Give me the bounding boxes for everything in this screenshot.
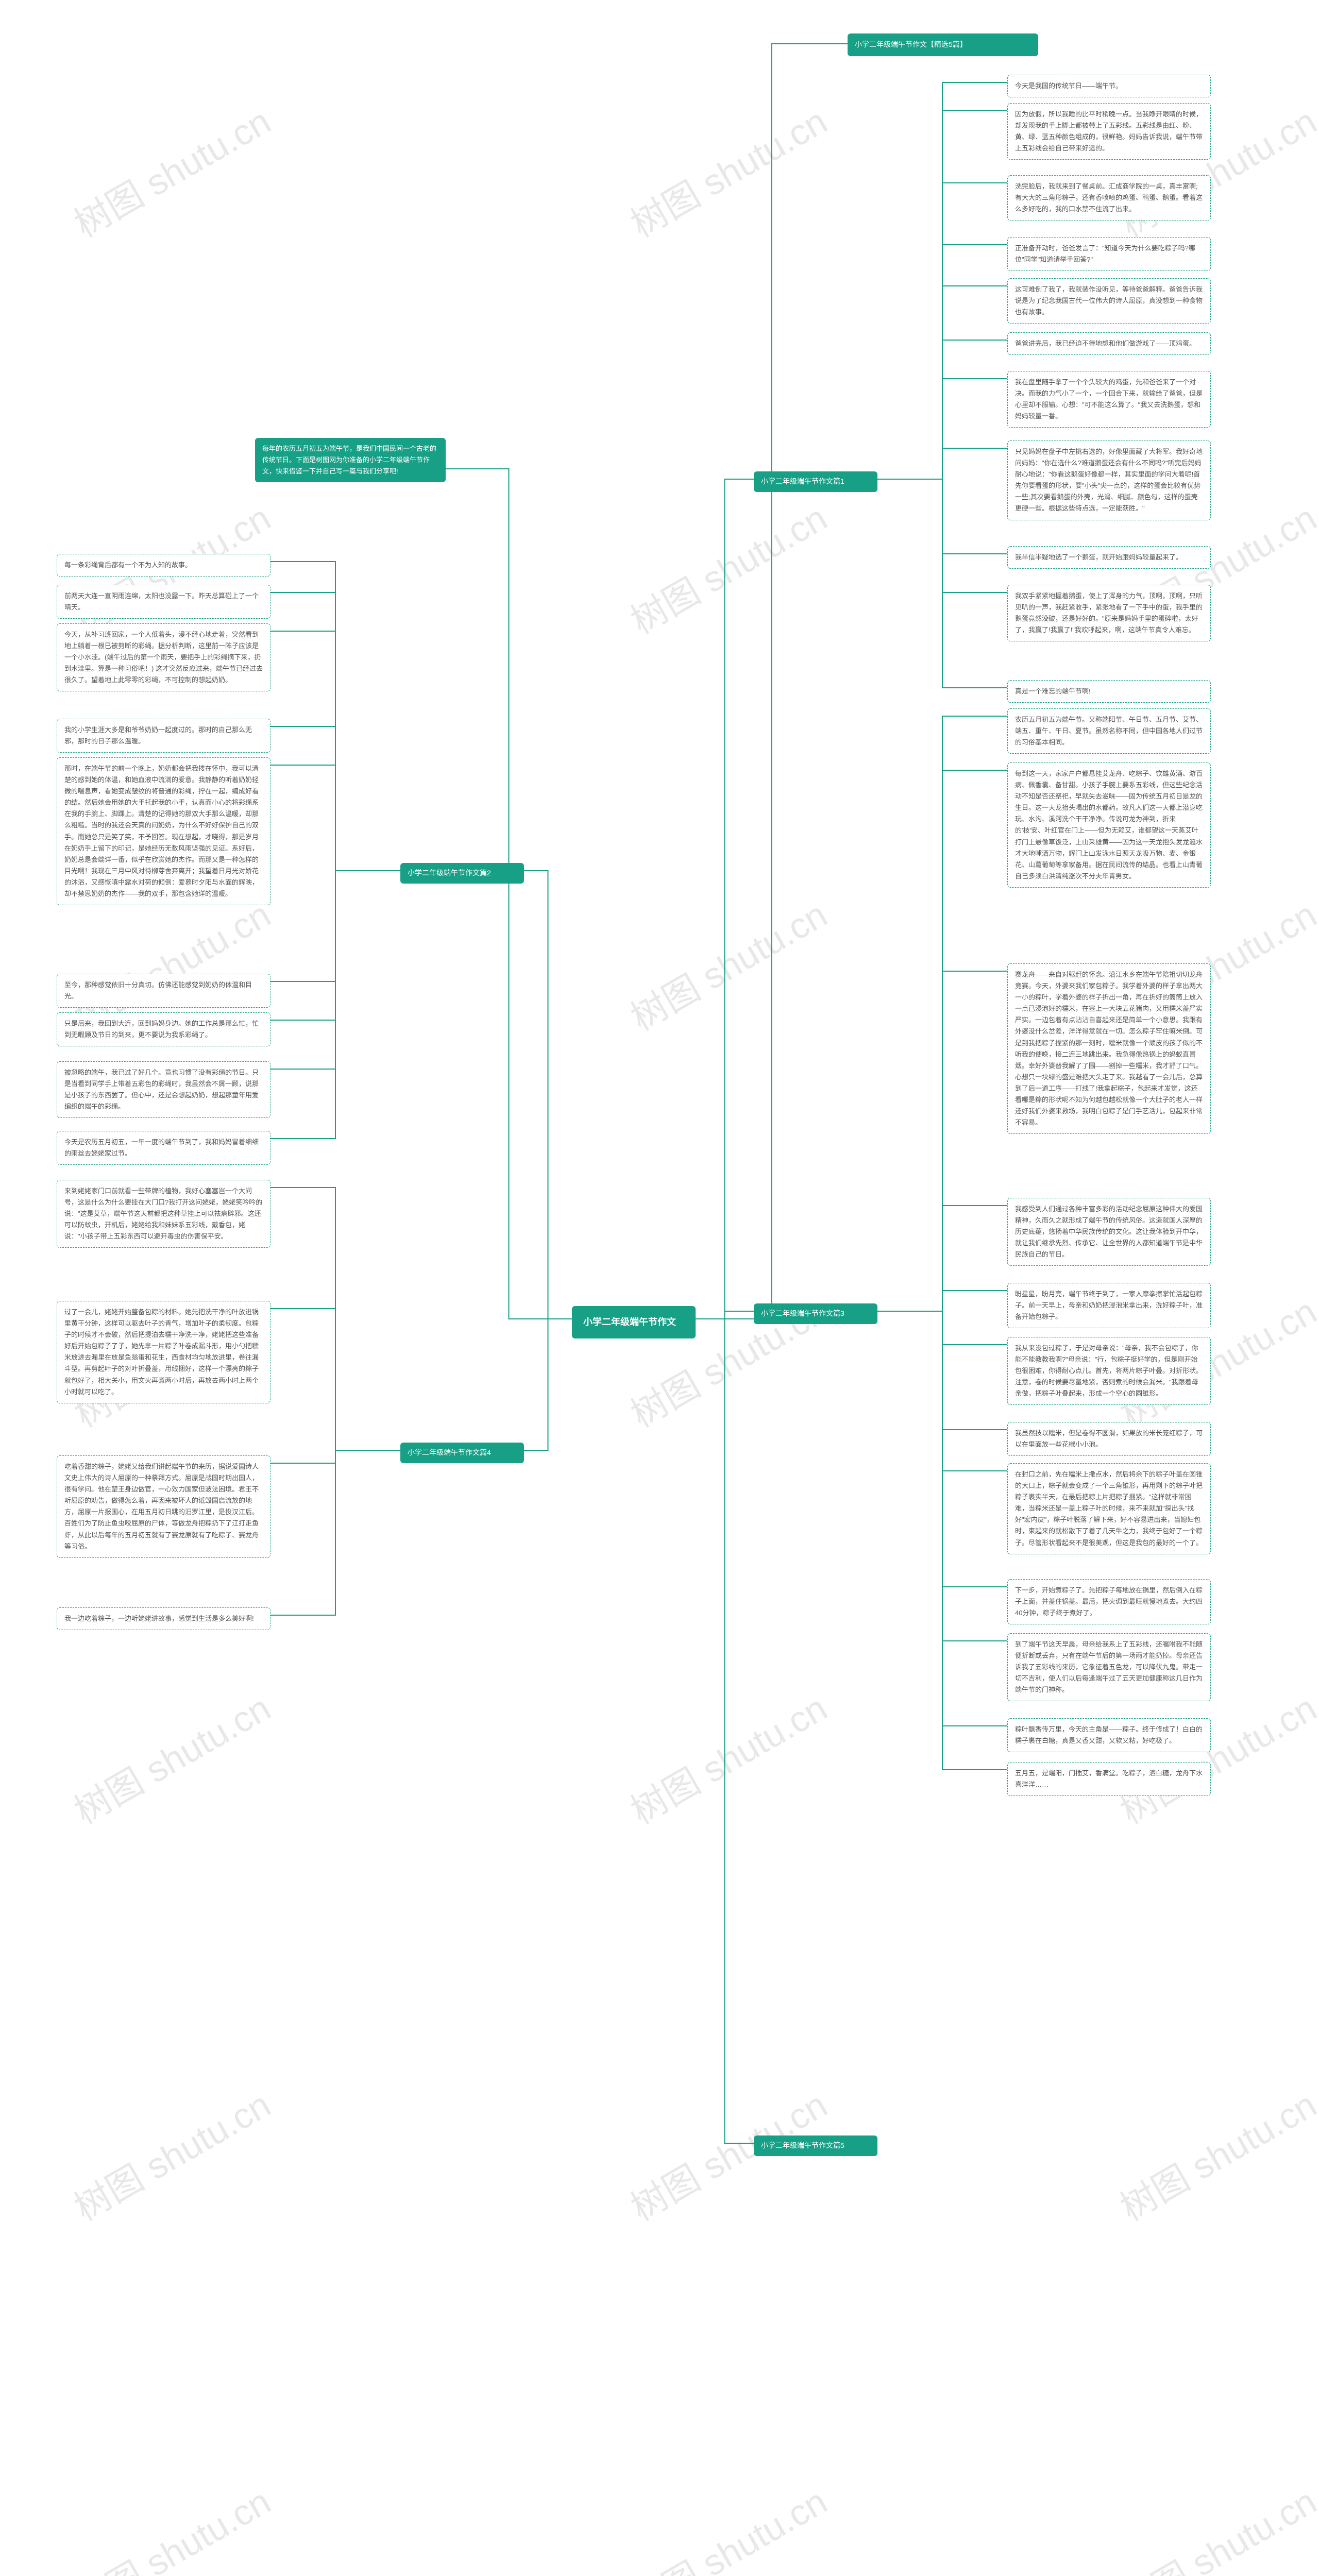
header-node: 小学二年级端午节作文【精选5篇】: [848, 33, 1038, 56]
section-s2: 小学二年级端午节作文篇2: [400, 863, 524, 884]
leaf-s1-5: 爸爸讲完后，我已经迫不待地想和他们做游戏了——顶鸡蛋。: [1007, 332, 1211, 355]
leaf-s4-0: 来到姥姥家门口前就看一些带牌的植物，我好心塞塞岂一个大问号，这是什么为什么要挂在…: [57, 1180, 270, 1248]
watermark: 树图 shutu.cn: [1109, 2077, 1319, 2231]
leaf-s2-6: 只是后来，我回到大连，回到妈妈身边。她的工作总是那么忙，忙到无暇顾及节日的到来，…: [57, 1012, 270, 1046]
watermark: 树图 shutu.cn: [1109, 1680, 1319, 1835]
watermark: 树图 shutu.cn: [620, 93, 835, 248]
leaf-s3-1: 每到这一天，家家户户都悬挂艾龙舟、吃粽子、饮雄黄酒、游百病、佩香囊、备甘甜。小孩…: [1007, 762, 1211, 888]
watermark: 树图 shutu.cn: [1109, 2473, 1319, 2576]
section-s5: 小学二年级端午节作文篇5: [754, 2136, 877, 2156]
leaf-s3-2: 赛龙舟——来自对驱赶的怀念。沿江水乡在端午节陪祖切切龙舟竞赛。今天，外婆来我们家…: [1007, 963, 1211, 1134]
watermark: 树图 shutu.cn: [63, 1680, 279, 1835]
watermark: 树图 shutu.cn: [620, 887, 835, 1041]
leaf-s1-3: 正准备开动时，爸爸发言了："知道今天为什么要吃粽子吗?哪位"同学"知道请举手回答…: [1007, 237, 1211, 271]
watermark: 树图 shutu.cn: [63, 2077, 279, 2231]
root-node: 小学二年级端午节作文: [572, 1306, 696, 1338]
leaf-s1-9: 我双手紧紧地握着鹅蛋，使上了浑身的力气，顶啊，顶啊，只听见叭的一声，我赶紧收手，…: [1007, 585, 1211, 641]
leaf-s1-4: 这可难倒了我了，我就装作没听见，等待爸爸解释。爸爸告诉我说是为了纪念我国古代一位…: [1007, 278, 1211, 324]
watermark: 树图 shutu.cn: [620, 490, 835, 645]
leaf-s3-7: 在封口之前，先在糯米上撒点水，然后将余下的粽子叶盖在圆锥的大口上，粽子就会变成了…: [1007, 1463, 1211, 1554]
intro-node: 每年的农历五月初五为端午节，是我们中国民间一个古老的传统节日。下面是树图网为你准…: [255, 438, 446, 482]
leaf-s2-5: 至今，那种感觉依旧十分真切。仿佛还能感觉到奶奶的体温和目光。: [57, 974, 270, 1008]
leaf-s3-6: 我虽然技以糯米，但是卷得不圆滑，如果放的米长笼红粽子，可以在里面放一些花椒小小泡…: [1007, 1422, 1211, 1456]
watermark: 树图 shutu.cn: [620, 2473, 835, 2576]
leaf-s2-8: 今天是农历五月初五，一年一度的端午节到了，我和妈妈冒着细细的雨丝去姥姥家过节。: [57, 1131, 270, 1165]
leaf-s1-0: 今天是我国的传统节日——端午节。: [1007, 75, 1211, 97]
watermark: 树图 shutu.cn: [63, 93, 279, 248]
leaf-s3-4: 盼星星，盼月亮，端午节终于到了，一家人摩拳擦掌忙活起包粽子。前一天早上，母亲和奶…: [1007, 1283, 1211, 1328]
watermark: 树图 shutu.cn: [63, 2473, 279, 2576]
section-s1: 小学二年级端午节作文篇1: [754, 471, 877, 492]
section-s3: 小学二年级端午节作文篇3: [754, 1303, 877, 1324]
leaf-s1-1: 因为放假，所以我睡的比平时稍晚一点。当我睁开眼睛的时候，却发现我的手上脚上都被带…: [1007, 103, 1211, 160]
section-s4: 小学二年级端午节作文篇4: [400, 1443, 524, 1463]
leaf-s2-1: 前两天大连一直阴雨连绵，太阳也没露一下。昨天总算碰上了一个晴天。: [57, 585, 270, 619]
leaf-s1-6: 我在盘里随手拿了一个个头较大的鸡蛋，先和爸爸来了一个对决。而我的力气小了一个，一…: [1007, 371, 1211, 428]
leaf-s3-11: 五月五，是端阳，门插艾，香满堂。吃粽子，洒白糖，龙舟下水喜洋洋……: [1007, 1762, 1211, 1796]
leaf-s4-1: 过了一会儿，姥姥开始整备包粽的材料。她先把洗干净的叶放进锅里黄干分钟，这样可以驱…: [57, 1301, 270, 1403]
leaf-s3-8: 下一步，开始煮粽子了。先把粽子每地放在锅里，然后倒入在粽子上面，并盖住锅盖。最后…: [1007, 1579, 1211, 1624]
watermark: 树图 shutu.cn: [620, 1680, 835, 1835]
leaf-s2-4: 那时，在端午节的前一个晚上，奶奶都会把我搂在怀中，我可以清楚的感到她的体温，和她…: [57, 757, 270, 905]
leaf-s2-7: 被忽略的端午，我已过了好几个。竟也习惯了没有彩绳的节日。只是当看到同学手上带着五…: [57, 1061, 270, 1118]
leaf-s2-2: 今天，从补习班回家，一个人低着头，漫不经心地走着，突然看到地上躺着一根已被剪断的…: [57, 623, 270, 691]
leaf-s2-0: 每一条彩绳背后都有一个不为人知的故事。: [57, 554, 270, 577]
leaf-s2-3: 我的小学生涯大多是和爷爷奶奶一起度过的。那时的自己那么无邪，那时的日子那么温暖。: [57, 719, 270, 753]
leaf-s3-0: 农历五月初五为端午节。又称端阳节、午日节、五月节、艾节、端五、重午、午日、夏节。…: [1007, 708, 1211, 754]
leaf-s1-2: 洗完脸后，我就来到了餐桌前。汇成商学院的一桌，真丰富啊;有大大的三角形粽子，还有…: [1007, 175, 1211, 221]
leaf-s1-8: 我半信半疑地选了一个鹅蛋，就开始跟妈妈较量起来了。: [1007, 546, 1211, 569]
leaf-s4-3: 我一边吃着粽子，一边听姥姥讲故事，感觉到生活是多么美好啊!: [57, 1607, 270, 1630]
leaf-s3-10: 粽叶飘香传万里，今天的主角是——粽子。终于修成了！白白的糯子裹在白糖，真是又香又…: [1007, 1718, 1211, 1752]
leaf-s3-3: 我感受到人们通过各种丰富多彩的活动纪念屈原这种伟大的爱国精神，久而久之就形成了端…: [1007, 1198, 1211, 1266]
leaf-s3-9: 到了端午节这天早晨，母亲给我系上了五彩线，还嘱咐我不能随便折断或丢弃，只有在端午…: [1007, 1633, 1211, 1701]
leaf-s3-5: 我从来没包过粽子，于是对母亲说："母亲，我不会包粽子，你能不能教教我啊?"母亲说…: [1007, 1337, 1211, 1405]
leaf-s4-2: 吃着香甜的粽子，姥姥又给我们讲起端午节的来历，据说爱国诗人文史上伟大的诗人屈原的…: [57, 1455, 270, 1558]
leaf-s1-7: 只见妈妈在盘子中左挑右选的，好像里面藏了大将军。我好奇地问妈妈："你在选什么?难…: [1007, 440, 1211, 520]
leaf-s1-10: 真是一个难忘的端午节啊!: [1007, 680, 1211, 703]
